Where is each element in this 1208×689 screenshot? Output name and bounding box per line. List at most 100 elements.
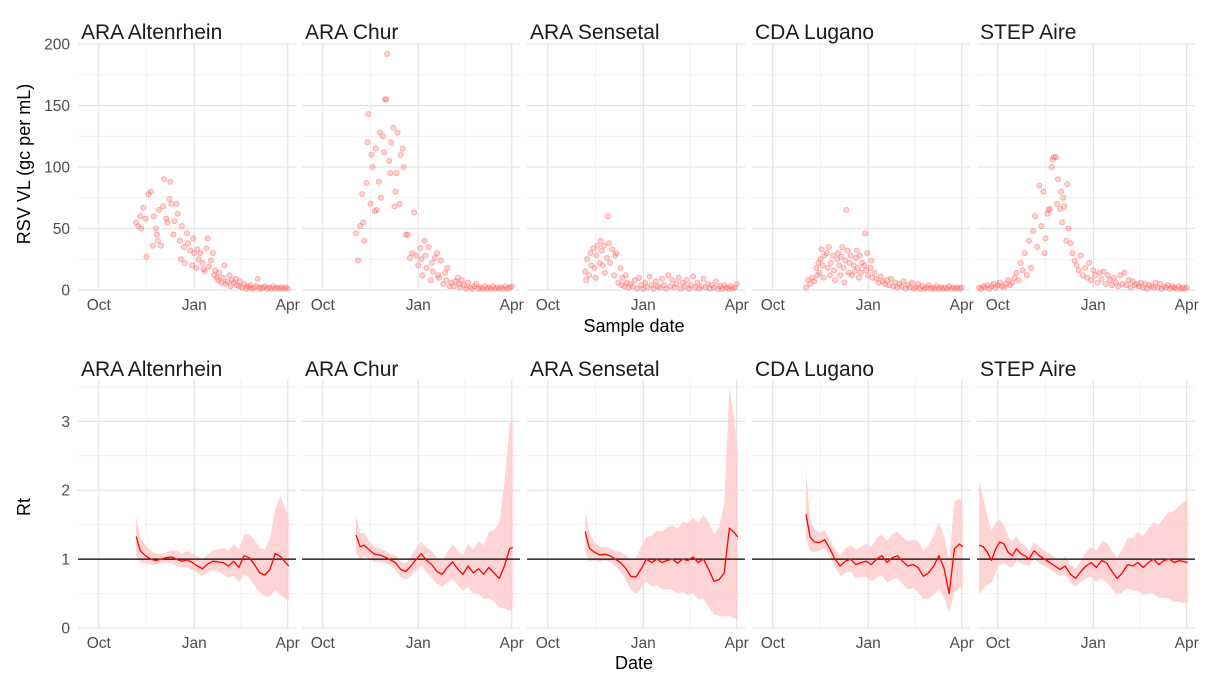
data-point (811, 278, 818, 285)
data-point (397, 151, 404, 158)
panel-1-3: CDA Lugano Oct Jan Apr (752, 358, 974, 652)
x-tick-label: Apr (1175, 635, 1199, 652)
data-point (150, 213, 157, 220)
panel-title: ARA Chur (305, 21, 398, 44)
data-point (201, 268, 208, 275)
data-point (1067, 240, 1074, 247)
data-point (377, 194, 384, 201)
panel-title: CDA Lugano (755, 358, 874, 381)
panel-0-3: CDA Lugano Oct Jan Apr (752, 21, 974, 314)
data-point (958, 284, 965, 291)
data-point (149, 242, 156, 249)
data-point (712, 278, 719, 285)
data-point (180, 243, 187, 250)
data-point (1046, 205, 1053, 212)
data-point (436, 274, 443, 281)
data-point (178, 223, 185, 230)
data-point (205, 263, 212, 270)
data-point (438, 257, 445, 264)
data-point (160, 203, 167, 210)
data-point (387, 170, 394, 177)
x-tick-label: Oct (87, 635, 112, 652)
data-point (1100, 268, 1107, 275)
data-point (168, 200, 175, 207)
data-point (443, 277, 450, 284)
data-point (851, 268, 858, 275)
data-point (166, 195, 173, 202)
data-point (683, 277, 690, 284)
x-tick-label: Jan (856, 297, 881, 314)
data-point (177, 256, 184, 263)
data-point (442, 269, 449, 276)
x-axis-label-top: Sample date (583, 316, 684, 336)
data-point (427, 277, 434, 284)
data-point (433, 250, 440, 257)
data-point (183, 230, 190, 237)
data-point (1038, 223, 1045, 230)
data-point (1150, 284, 1157, 291)
data-point (391, 203, 398, 210)
data-point (197, 250, 204, 257)
panel-title: ARA Sensetal (530, 358, 660, 381)
data-point (419, 272, 426, 279)
data-point (1009, 279, 1016, 286)
data-point (1183, 284, 1190, 291)
data-point (357, 223, 364, 230)
confidence-ribbon (806, 469, 963, 613)
data-point (1069, 250, 1076, 257)
x-tick-label: Apr (500, 635, 524, 652)
data-point (858, 269, 865, 276)
data-point (421, 237, 428, 244)
data-point (404, 231, 411, 238)
data-point (396, 200, 403, 207)
bottom-row-rt: ARA Altenrhein Oct Jan Apr 0 1 2 3 ARA Chur Oct Ja… (61, 358, 1198, 652)
confidence-ribbon (356, 417, 513, 611)
data-point (140, 204, 147, 211)
data-point (221, 262, 228, 269)
data-point (1019, 267, 1026, 274)
panel-title: STEP Aire (980, 358, 1077, 381)
data-point (383, 96, 390, 103)
data-point (508, 283, 515, 290)
data-point (207, 257, 214, 264)
data-point (1013, 269, 1020, 276)
data-point (1064, 181, 1071, 188)
data-point (598, 247, 605, 254)
data-point (425, 243, 432, 250)
panel-1-1: ARA Chur Oct Jan Apr (302, 358, 524, 652)
data-point (155, 207, 162, 214)
data-point (1050, 154, 1057, 161)
data-point (1027, 264, 1034, 271)
data-point (191, 250, 198, 257)
data-point (1023, 272, 1030, 279)
data-point (838, 253, 845, 260)
data-point (394, 129, 401, 136)
data-point (415, 262, 422, 269)
data-point (1121, 269, 1128, 276)
data-point (137, 213, 144, 220)
data-point (368, 151, 375, 158)
data-point (841, 279, 848, 286)
data-point (369, 163, 376, 170)
x-tick-label: Oct (761, 635, 786, 652)
data-point (1086, 259, 1093, 266)
data-point (367, 200, 374, 207)
data-point (599, 262, 606, 269)
data-point (617, 264, 624, 271)
data-point (465, 279, 472, 286)
data-point (473, 280, 480, 287)
data-point (827, 259, 834, 266)
data-point (844, 247, 851, 254)
data-point (1073, 262, 1080, 269)
x-tick-label: Apr (950, 297, 974, 314)
data-point (1015, 277, 1022, 284)
data-point (818, 246, 825, 253)
y-axis-label-bottom: Rt (14, 498, 34, 516)
data-point (856, 252, 863, 259)
data-point (393, 170, 400, 177)
data-point (399, 145, 406, 152)
data-point (1017, 259, 1024, 266)
data-point (1036, 182, 1043, 189)
data-point (390, 124, 397, 131)
x-tick-label: Oct (986, 297, 1011, 314)
